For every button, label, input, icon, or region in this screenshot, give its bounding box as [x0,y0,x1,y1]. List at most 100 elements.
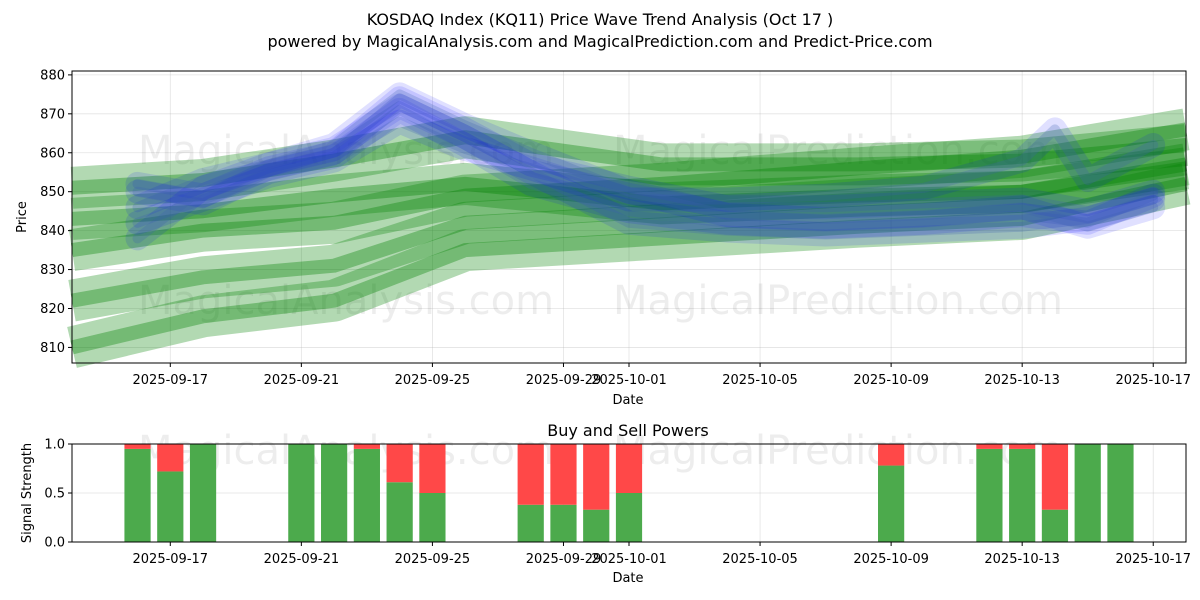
signal-chart-x-ticks: 2025-09-17 2025-09-21 2025-09-25 2025-09-29… [133,542,1191,567]
sell-bar [124,444,151,449]
sell-bar [550,444,577,505]
series-band [68,108,1190,271]
buy-bar [124,448,151,542]
price-x-tick-label: 2025-10-13 [984,373,1060,388]
signal-y-tick-label: 0.5 [44,487,65,502]
series-wave-blue-3 [125,97,1166,239]
price-x-tick-label: 2025-09-25 [395,373,471,388]
signal-y-tick-label: 1.0 [44,438,65,453]
signal-chart-y-label: Signal Strength [20,443,35,543]
buy-bar [1074,444,1101,542]
signal-y-tick-label: 0.0 [44,536,65,551]
buy-bar [583,509,610,542]
buy-bar [288,444,315,542]
series-line [71,161,1187,226]
price-y-tick-label: 810 [40,341,65,356]
buy-bar [1041,509,1069,542]
price-chart-grid [72,71,1186,363]
price-y-tick-label: 850 [40,185,65,200]
price-x-tick-label: 2025-10-01 [591,373,667,388]
series-wave-blue-4 [125,109,1166,235]
series-band [125,109,1166,235]
signal-bar-group [386,444,413,542]
buy-bar [1009,448,1036,542]
signal-bar-group [353,444,380,542]
buy-bar [550,504,577,542]
series-trend-green-5 [70,147,1189,240]
series-band [67,163,1191,368]
sell-bar [353,444,380,449]
price-y-tick-label: 860 [40,146,65,161]
buy-bar [1107,444,1134,542]
price-chart-series [67,82,1191,368]
series-line [70,177,1188,355]
watermark-text: MagicalPrediction.com [613,278,1063,324]
sell-bar [615,444,643,493]
buy-bar [189,444,217,542]
price-x-tick-label: 2025-10-05 [722,373,798,388]
signal-bar-group [1009,444,1036,542]
signal-x-tick-label: 2025-09-21 [264,552,340,567]
series-band [68,143,1190,322]
signal-chart-y-ticks: 0.0 0.5 1.0 [44,438,72,551]
price-chart-watermarks: MagicalAnalysis.com MagicalPrediction.com… [138,128,1063,324]
sell-bar [1041,444,1069,510]
series-trend-green-3 [68,143,1190,322]
signal-chart: Buy and Sell Powers MagicalAnalysis.comM… [20,421,1191,586]
buy-bar [419,493,446,542]
signal-bar-group [1074,444,1101,542]
series-band [125,97,1166,239]
price-x-tick-label: 2025-09-21 [264,373,340,388]
signal-x-tick-label: 2025-10-13 [984,552,1060,567]
series-wave-blue-1 [125,86,1166,224]
signal-bar-group [517,444,544,542]
series-line [132,89,1159,244]
buy-bar [878,465,905,542]
series-line [132,101,1159,240]
signal-bar-group [615,444,643,542]
signal-x-tick-label: 2025-09-25 [395,552,471,567]
buy-bar [386,482,413,542]
signal-bar-group [583,444,610,542]
signal-x-tick-label: 2025-10-01 [591,552,667,567]
series-trend-green-1 [70,116,1188,209]
price-y-tick-label: 820 [40,302,65,317]
price-y-tick-label: 830 [40,263,65,278]
watermark-text: MagicalAnalysis.com [138,128,554,174]
sell-bar [1009,444,1036,449]
price-chart: MagicalAnalysis.com MagicalPrediction.com… [15,68,1191,408]
price-x-tick-label: 2025-10-17 [1115,373,1191,388]
buy-bar [976,448,1003,542]
series-band [70,147,1189,240]
watermark-text: MagicalAnalysis.com [138,278,554,324]
signal-bar-group [550,444,577,542]
price-chart-x-label: Date [612,393,643,408]
signal-bar-group [1107,444,1134,542]
signal-bar-group [321,444,348,542]
series-line [132,104,1159,232]
chart-subtitle: powered by MagicalAnalysis.com and Magic… [267,32,932,51]
signal-x-tick-label: 2025-09-29 [526,552,602,567]
signal-bar-group [976,444,1003,542]
price-y-tick-label: 870 [40,107,65,122]
signal-bar-group [157,444,184,542]
series-band [125,94,1166,247]
signal-x-tick-label: 2025-10-09 [853,552,929,567]
sell-bar [419,444,446,493]
signal-chart-x-label: Date [612,571,643,586]
series-band [125,82,1166,251]
signal-x-tick-label: 2025-09-17 [133,552,209,567]
series-band [125,86,1166,224]
signal-chart-title: Buy and Sell Powers [547,421,709,440]
series-trend-green-2 [68,108,1190,271]
signal-bar-group [1041,444,1069,542]
price-chart-y-label: Price [15,201,30,233]
series-line [70,157,1188,308]
buy-bar [517,504,544,542]
buy-bar [157,471,184,542]
price-x-tick-label: 2025-09-17 [133,373,209,388]
buy-bar [615,493,643,542]
price-y-tick-label: 880 [40,68,65,83]
signal-bar-group [288,444,315,542]
